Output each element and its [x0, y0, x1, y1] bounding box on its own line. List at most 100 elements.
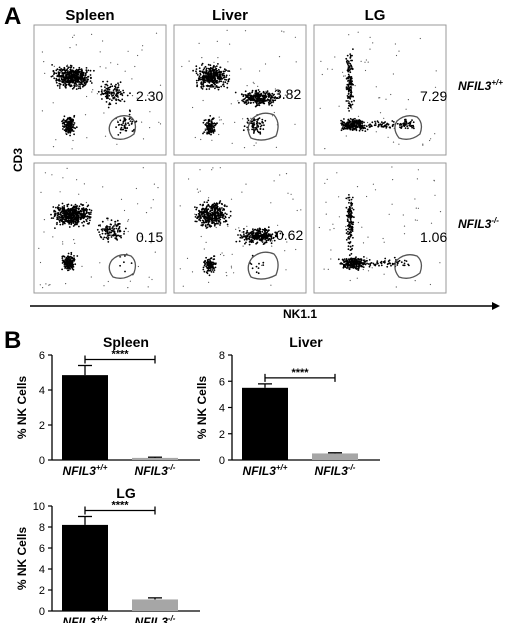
flow-dot: [269, 102, 272, 105]
flow-dot: [113, 96, 116, 99]
flow-dot: [376, 261, 379, 264]
flow-dot: [221, 216, 224, 219]
flow-dot: [226, 205, 228, 208]
flow-dot: [250, 92, 252, 94]
flow-dot: [404, 120, 406, 123]
flow-dot: [253, 118, 256, 120]
flow-dot: [205, 210, 207, 213]
flow-dot: [398, 259, 401, 262]
y-axis-label: % NK Cells: [15, 527, 29, 591]
flow-dot: [380, 124, 383, 127]
flow-dot: [264, 63, 267, 65]
flow-dot: [207, 263, 210, 266]
flow-dot: [220, 80, 223, 83]
flow-dot: [266, 90, 269, 92]
flow-dot: [242, 98, 245, 101]
flow-dot: [195, 65, 198, 68]
flow-dot: [129, 92, 131, 95]
flow-dot: [414, 280, 416, 282]
flow-dot: [68, 76, 71, 79]
flow-dot: [263, 229, 266, 232]
flow-dot: [77, 218, 79, 221]
flow-dot: [263, 102, 266, 105]
flow-dot: [119, 100, 122, 102]
flow-dot: [66, 64, 69, 66]
flow-dot: [66, 119, 68, 121]
flow-dot: [216, 86, 219, 89]
bar-wildtype: [242, 387, 288, 460]
flow-dot: [430, 138, 432, 140]
flow-dot: [251, 128, 254, 131]
flow-dot: [254, 232, 257, 235]
flow-dot: [53, 213, 56, 216]
flow-dot: [355, 128, 358, 131]
flow-dot: [403, 225, 406, 227]
flow-dot: [85, 76, 88, 79]
flow-dot: [78, 193, 80, 195]
flow-dot: [377, 123, 380, 126]
flow-dot: [278, 96, 281, 98]
flow-dot: [267, 239, 270, 242]
flow-dot: [351, 266, 354, 269]
flow-dot: [88, 213, 91, 216]
flow-dot: [55, 69, 58, 72]
flow-dot: [120, 198, 123, 200]
flow-dot: [79, 86, 81, 88]
flow-dot: [85, 201, 87, 204]
flow-dot: [211, 204, 213, 207]
bar-knockout: [132, 457, 178, 460]
flow-dot: [77, 219, 80, 222]
flow-dot: [56, 223, 58, 226]
flow-dot: [78, 71, 80, 74]
flow-dot: [221, 207, 223, 209]
flow-dot: [86, 95, 88, 98]
flow-dot: [433, 180, 435, 182]
flow-dot: [142, 45, 144, 47]
flow-dot: [219, 218, 222, 221]
flow-dot: [63, 205, 66, 207]
flow-dot: [108, 103, 110, 106]
flow-dot: [58, 69, 61, 71]
significance-stars: ****: [111, 500, 129, 512]
flow-dot: [247, 92, 250, 95]
flow-dot: [142, 138, 145, 140]
flow-dot: [56, 218, 58, 221]
flow-dot: [58, 204, 60, 207]
flow-dot: [362, 266, 365, 268]
flow-dot: [117, 120, 119, 122]
flow-dot: [214, 87, 216, 90]
flow-dot: [63, 129, 66, 132]
flow-dot: [256, 120, 258, 123]
flow-dot: [58, 221, 61, 223]
flow-dot: [265, 92, 268, 94]
flow-dot: [351, 129, 354, 132]
flow-dot: [264, 235, 267, 238]
flow-dot: [345, 57, 348, 60]
flow-dot: [204, 207, 207, 210]
flow-dot: [199, 190, 201, 192]
genotype-base: NFIL3: [243, 464, 277, 478]
flow-dot: [265, 90, 267, 92]
flow-dot: [207, 63, 210, 66]
flow-dot: [102, 186, 104, 188]
significance-stars: ****: [291, 367, 309, 379]
flow-dot: [129, 280, 131, 282]
flow-dot: [229, 43, 231, 45]
flow-dot: [354, 257, 356, 260]
flow-dot: [75, 126, 78, 129]
flow-dot: [329, 229, 331, 231]
flow-dot: [247, 97, 250, 99]
flow-dot: [385, 98, 387, 100]
flow-dot: [71, 206, 74, 209]
flow-dot: [347, 60, 350, 63]
flow-dot: [197, 191, 199, 193]
flow-dot: [408, 124, 411, 127]
flow-dot: [403, 259, 406, 262]
flow-dot: [366, 257, 368, 259]
flow-dot: [341, 127, 344, 130]
flow-dot: [108, 88, 111, 91]
flow-dot: [267, 226, 270, 229]
flow-dot: [201, 57, 203, 59]
flow-dot: [72, 130, 75, 133]
flow-dot: [113, 88, 116, 90]
